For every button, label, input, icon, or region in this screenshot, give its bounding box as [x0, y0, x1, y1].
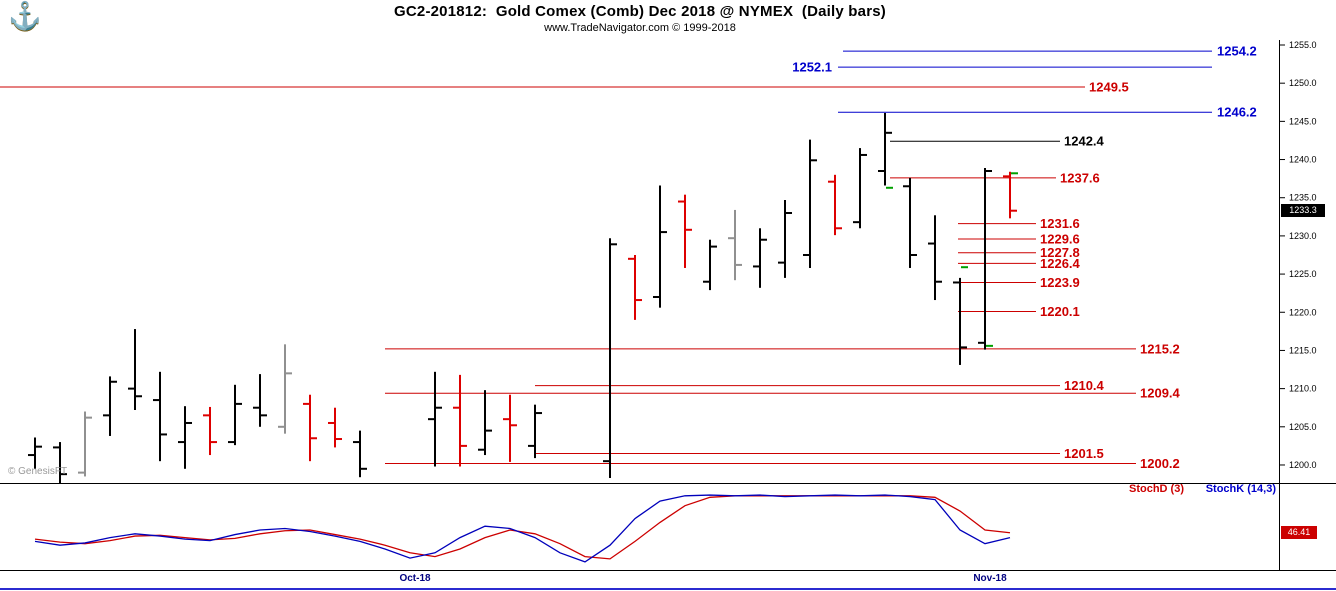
price-level-label: 1249.5 — [1089, 79, 1129, 94]
x-axis-label-oct: Oct-18 — [399, 573, 431, 584]
price-level-label: 1209.4 — [1140, 386, 1181, 401]
price-level-label: 1246.2 — [1217, 105, 1257, 120]
y-axis-tick-label: 1210.0 — [1289, 384, 1317, 394]
y-axis-tick-label: 1250.0 — [1289, 78, 1317, 88]
y-axis-tick-label: 1255.0 — [1289, 40, 1317, 50]
price-level-label: 1242.4 — [1064, 134, 1105, 149]
genesisft-watermark: © GenesisFT — [8, 466, 68, 477]
x-axis-label-nov: Nov-18 — [973, 573, 1007, 584]
price-level-label: 1227.8 — [1040, 245, 1080, 260]
price-level-label: 1254.2 — [1217, 44, 1257, 59]
stoch-d-line — [34, 495, 1011, 560]
stoch-d-legend: StochD (3) — [1129, 483, 1184, 495]
y-axis-tick-label: 1230.0 — [1289, 231, 1317, 241]
y-axis-tick-label: 1235.0 — [1289, 193, 1317, 203]
stoch-k-legend: StochK (14,3) — [1205, 483, 1276, 495]
price-level-label: 1237.6 — [1060, 170, 1100, 185]
price-level-label: 1252.1 — [792, 60, 832, 75]
bottom-edge-line — [0, 588, 1336, 590]
price-level-label: 1210.4 — [1064, 378, 1105, 393]
price-level-label: 1200.2 — [1140, 456, 1180, 471]
y-axis-tick-label: 1240.0 — [1289, 155, 1317, 165]
y-axis-tick-label: 1220.0 — [1289, 307, 1317, 317]
last-price-badge: 1233.3 — [1281, 204, 1325, 218]
price-level-label: 1223.9 — [1040, 275, 1080, 290]
y-axis-tick-label: 1200.0 — [1289, 460, 1317, 470]
genesis-anchor-logo-icon: ⚓ — [8, 1, 42, 31]
price-level-label: 1220.1 — [1040, 304, 1080, 319]
chart-subtitle: www.TradeNavigator.com © 1999-2018 — [544, 22, 736, 34]
price-level-label: 1231.6 — [1040, 216, 1080, 231]
y-axis-tick-label: 1215.0 — [1289, 345, 1317, 355]
y-axis-tick-label: 1245.0 — [1289, 116, 1317, 126]
price-level-label: 1201.5 — [1064, 446, 1104, 461]
stoch-k-line — [34, 494, 1011, 563]
y-axis-tick-label: 1225.0 — [1289, 269, 1317, 279]
chart-title: GC2-201812: Gold Comex (Comb) Dec 2018 @… — [394, 3, 886, 20]
price-level-label: 1226.4 — [1040, 256, 1081, 271]
price-level-label: 1229.6 — [1040, 231, 1080, 246]
price-level-label: 1215.2 — [1140, 341, 1180, 356]
y-axis-tick-label: 1205.0 — [1289, 422, 1317, 432]
stoch-value-badge: 46.41 — [1281, 526, 1317, 540]
